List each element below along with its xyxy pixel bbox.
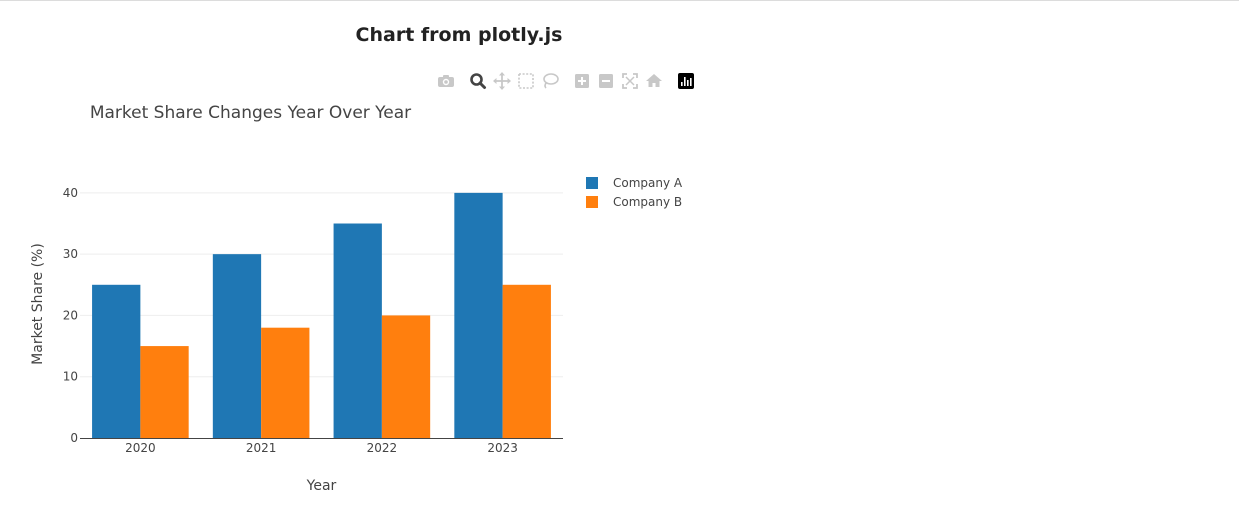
bar-company-b-2022[interactable]: [381, 315, 431, 438]
x-tick-label: 2020: [125, 441, 156, 455]
legend-swatch[interactable]: [586, 196, 598, 208]
zoom-out-icon[interactable]: [596, 71, 616, 91]
box-select-icon[interactable]: [516, 71, 536, 91]
bar-company-b-2021[interactable]: [261, 327, 310, 438]
bar-company-b-2023[interactable]: [502, 284, 551, 438]
legend-swatch[interactable]: [586, 177, 598, 189]
chart: Market Share Changes Year Over Year 0 10 20…: [30, 103, 683, 494]
autoscale-icon[interactable]: [620, 71, 640, 91]
y-tick-label: 30: [63, 247, 78, 261]
camera-icon[interactable]: [436, 71, 456, 91]
y-axis-title: Market Share (%): [30, 243, 46, 365]
x-tick-label: 2023: [487, 441, 518, 455]
legend-item-label: Company A: [613, 176, 683, 190]
bar-company-a-2022[interactable]: [333, 223, 382, 438]
chart-title: Market Share Changes Year Over Year: [90, 103, 411, 123]
bar-company-a-2023[interactable]: [454, 192, 503, 438]
x-tick-label: 2022: [367, 441, 398, 455]
lasso-select-icon[interactable]: [540, 71, 560, 91]
y-tick-label: 40: [63, 186, 78, 200]
x-tick-label: 2021: [246, 441, 277, 455]
page-title: Chart from plotly.js: [355, 24, 563, 46]
bar-company-b-2020[interactable]: [140, 346, 189, 438]
x-axis-title: Year: [306, 478, 337, 494]
zoom-in-icon[interactable]: [572, 71, 592, 91]
top-divider: [0, 0, 1239, 1]
plotly-logo-icon[interactable]: [676, 71, 696, 91]
reset-axes-icon[interactable]: [644, 71, 664, 91]
bar-company-a-2020[interactable]: [92, 284, 141, 438]
y-tick-label: 0: [70, 431, 78, 445]
zoom-icon[interactable]: [468, 71, 488, 91]
legend-item-label: Company B: [613, 195, 682, 209]
y-tick-label: 20: [63, 308, 78, 322]
y-tick-label: 10: [63, 370, 78, 384]
pan-icon[interactable]: [492, 71, 512, 91]
bar-company-a-2021[interactable]: [212, 254, 262, 438]
